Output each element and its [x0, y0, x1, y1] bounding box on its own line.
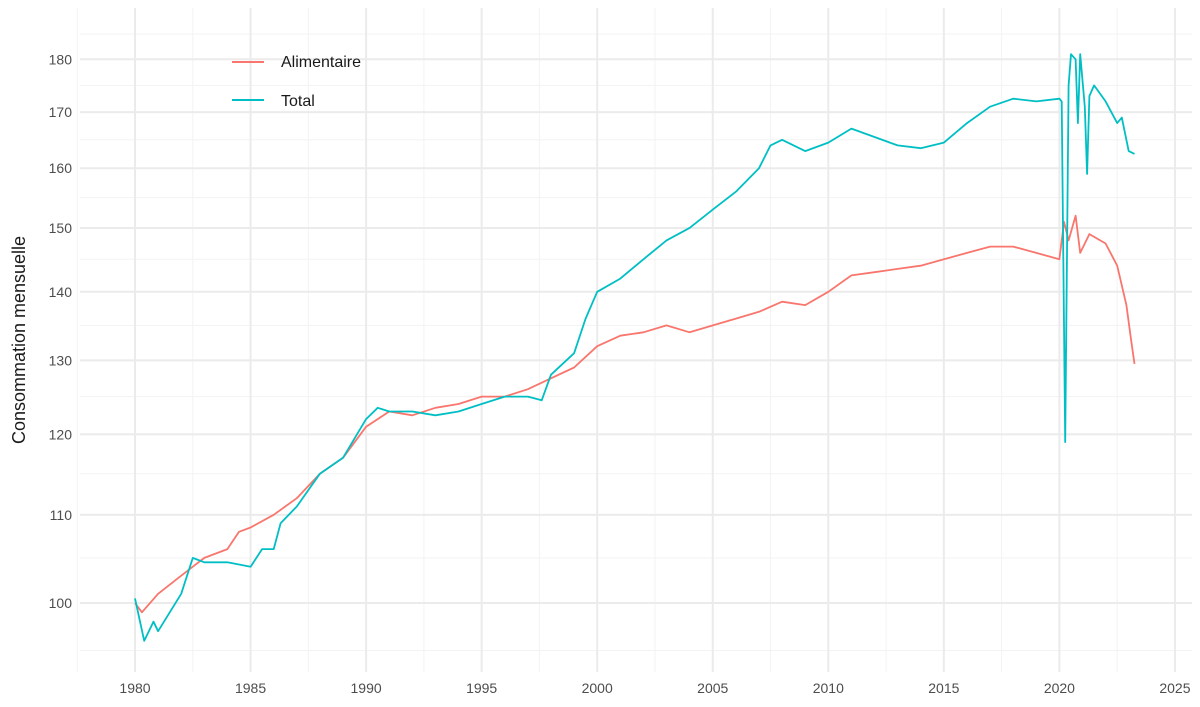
y-tick-label: 140: [49, 284, 73, 300]
x-tick-label: 2010: [813, 680, 844, 696]
legend-label-total: Total: [281, 93, 315, 110]
series-line-total: [134, 53, 1135, 642]
series-lines: [134, 53, 1136, 642]
x-tick-label: 2015: [928, 680, 959, 696]
y-tick-label: 130: [49, 352, 73, 368]
series-line-alimentaire: [134, 214, 1136, 614]
x-tick-label: 2020: [1044, 680, 1075, 696]
x-tick-label: 1995: [466, 680, 497, 696]
y-tick-label: 150: [49, 220, 73, 236]
x-tick-label: 2025: [1159, 680, 1190, 696]
y-tick-label: 160: [49, 160, 73, 176]
x-tick-label: 2000: [582, 680, 613, 696]
y-tick-label: 110: [50, 507, 73, 523]
y-tick-label: 170: [49, 104, 73, 120]
legend-label-alimentaire: Alimentaire: [281, 54, 361, 71]
x-tick-label: 2005: [697, 680, 728, 696]
x-tick-label: 1985: [235, 680, 266, 696]
x-axis-ticks: 1980 1985 1990 1995 2000 2005 2010 2015 2020 2025: [119, 680, 1190, 696]
y-tick-label: 180: [49, 51, 73, 67]
y-axis-label: Consommation mensuelle: [9, 236, 29, 444]
y-axis-ticks: 100 110 120 130 140 150 160 170 180: [49, 51, 73, 611]
y-tick-label: 100: [49, 595, 73, 611]
x-tick-label: 1980: [119, 680, 150, 696]
y-tick-label: 120: [49, 426, 73, 442]
grid: [76, 8, 1192, 672]
x-tick-label: 1990: [351, 680, 382, 696]
legend: Alimentaire Total: [232, 54, 361, 110]
